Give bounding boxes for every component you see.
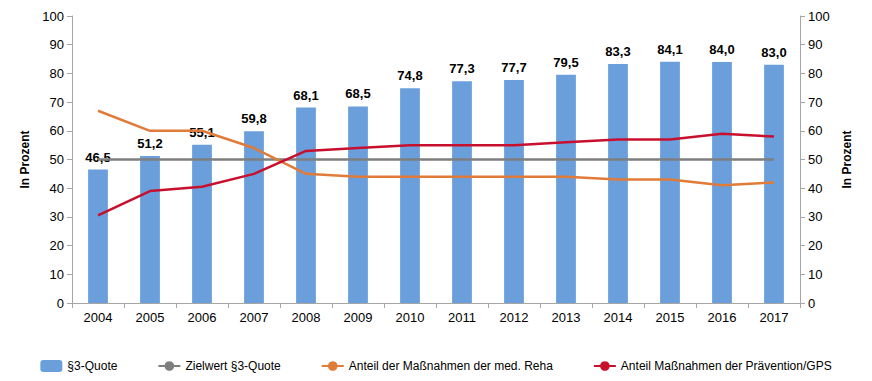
svg-text:40: 40 xyxy=(50,181,64,196)
svg-text:68,1: 68,1 xyxy=(293,88,318,103)
svg-text:2015: 2015 xyxy=(656,310,685,325)
svg-text:2007: 2007 xyxy=(240,310,269,325)
svg-text:80: 80 xyxy=(50,66,64,81)
svg-text:Anteil der Maßnahmen der med.: Anteil der Maßnahmen der med. Reha xyxy=(349,359,553,373)
svg-text:83,0: 83,0 xyxy=(761,45,786,60)
svg-text:90: 90 xyxy=(50,37,64,52)
svg-text:Zielwert §3-Quote: Zielwert §3-Quote xyxy=(185,359,281,373)
svg-text:46,5: 46,5 xyxy=(85,150,110,165)
svg-text:100: 100 xyxy=(42,9,64,24)
svg-text:90: 90 xyxy=(808,37,822,52)
svg-text:2008: 2008 xyxy=(292,310,321,325)
svg-text:20: 20 xyxy=(50,238,64,253)
svg-text:60: 60 xyxy=(808,123,822,138)
svg-text:70: 70 xyxy=(808,95,822,110)
svg-text:Anteil Maßnahmen der Präventio: Anteil Maßnahmen der Prävention/GPS xyxy=(621,359,832,373)
svg-text:10: 10 xyxy=(808,267,822,282)
svg-text:30: 30 xyxy=(808,209,822,224)
svg-text:§3-Quote: §3-Quote xyxy=(67,359,117,373)
svg-text:50: 50 xyxy=(808,152,822,167)
svg-text:0: 0 xyxy=(57,296,64,311)
svg-text:2009: 2009 xyxy=(344,310,373,325)
svg-text:2016: 2016 xyxy=(708,310,737,325)
svg-text:2011: 2011 xyxy=(448,310,476,325)
svg-text:79,5: 79,5 xyxy=(553,55,578,70)
svg-text:77,3: 77,3 xyxy=(449,61,474,76)
svg-text:68,5: 68,5 xyxy=(345,86,370,101)
svg-text:50: 50 xyxy=(50,152,64,167)
svg-text:51,2: 51,2 xyxy=(137,136,162,151)
svg-text:2013: 2013 xyxy=(552,310,581,325)
svg-text:2005: 2005 xyxy=(136,310,165,325)
svg-text:In Prozent: In Prozent xyxy=(18,130,32,188)
svg-text:70: 70 xyxy=(50,95,64,110)
svg-text:30: 30 xyxy=(50,209,64,224)
svg-text:2006: 2006 xyxy=(188,310,217,325)
svg-text:40: 40 xyxy=(808,181,822,196)
svg-text:59,8: 59,8 xyxy=(241,111,266,126)
svg-text:2004: 2004 xyxy=(84,310,113,325)
svg-text:77,7: 77,7 xyxy=(501,60,526,75)
svg-text:74,8: 74,8 xyxy=(397,68,422,83)
svg-text:80: 80 xyxy=(808,66,822,81)
svg-text:2014: 2014 xyxy=(604,310,633,325)
svg-text:2012: 2012 xyxy=(500,310,529,325)
svg-text:20: 20 xyxy=(808,238,822,253)
svg-text:60: 60 xyxy=(50,123,64,138)
svg-text:2017: 2017 xyxy=(760,310,789,325)
svg-text:100: 100 xyxy=(808,9,830,24)
svg-text:In Prozent: In Prozent xyxy=(840,130,854,188)
svg-text:84,1: 84,1 xyxy=(657,42,682,57)
svg-text:55,1: 55,1 xyxy=(189,125,214,140)
svg-text:83,3: 83,3 xyxy=(605,44,630,59)
svg-text:10: 10 xyxy=(50,267,64,282)
svg-text:2010: 2010 xyxy=(396,310,425,325)
svg-text:84,0: 84,0 xyxy=(709,42,734,57)
svg-text:0: 0 xyxy=(808,296,815,311)
